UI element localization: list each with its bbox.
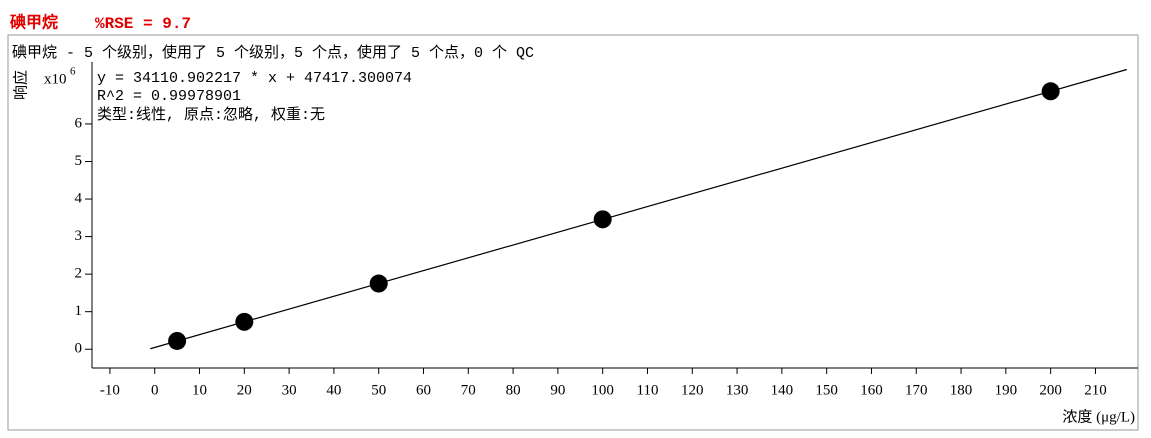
data-point [1041,82,1060,101]
frame [7,34,1139,431]
y-tick-label: 2 [75,266,83,282]
data-point [168,331,187,350]
x-tick-label: 200 [1039,382,1062,398]
y-tick-label: 6 [75,115,83,131]
fit-settings: 类型:线性, 原点:忽略, 权重:无 [97,106,325,124]
x-tick-label: 110 [637,382,659,398]
y-tick-label: 0 [75,341,83,357]
y-tick-label: 1 [75,303,83,319]
x-tick-label: 130 [726,382,749,398]
x-tick-label: 40 [326,382,341,398]
x-tick-label: 160 [860,382,883,398]
x-tick-label: 60 [416,382,431,398]
x-tick-label: 50 [371,382,386,398]
x-axis-label: 浓度 (μg/L) [1062,408,1135,425]
rse-title: %RSE = 9.7 [95,15,191,33]
compound-title: 碘甲烷 [10,13,58,32]
data-point [593,210,612,229]
x-tick-label: 170 [905,382,928,398]
r-squared: R^2 = 0.99978901 [97,88,241,105]
x-tick-label: 100 [591,382,614,398]
x-tick-label: 210 [1084,382,1107,398]
x-tick-label: 80 [506,382,521,398]
data-point [369,274,388,293]
y-multiplier-exp: 6 [70,66,76,78]
data-point [235,312,254,331]
equation: y = 34110.902217 * x + 47417.300074 [97,70,412,87]
x-tick-label: 150 [815,382,838,398]
y-tick-label: 5 [75,153,83,169]
x-tick-label: 190 [995,382,1018,398]
fit-line [150,68,1127,350]
x-tick-label: 180 [950,382,973,398]
x-tick-label: 0 [151,382,159,398]
y-tick-label: 4 [75,190,83,206]
x-tick-label: 20 [237,382,252,398]
x-tick-label: 10 [192,382,207,398]
y-axis-label: 响应 [11,70,29,100]
x-tick-label: -10 [100,382,120,398]
x-tick-label: 70 [461,382,476,398]
x-tick-label: 140 [771,382,794,398]
y-multiplier: x10 [44,71,67,87]
y-tick-label: 3 [75,228,83,244]
x-tick-label: 30 [282,382,297,398]
x-tick-label: 120 [681,382,704,398]
subtitle: 碘甲烷 - 5 个级别，使用了 5 个级别，5 个点，使用了 5 个点，0 个 … [12,44,534,62]
x-tick-label: 90 [550,382,565,398]
